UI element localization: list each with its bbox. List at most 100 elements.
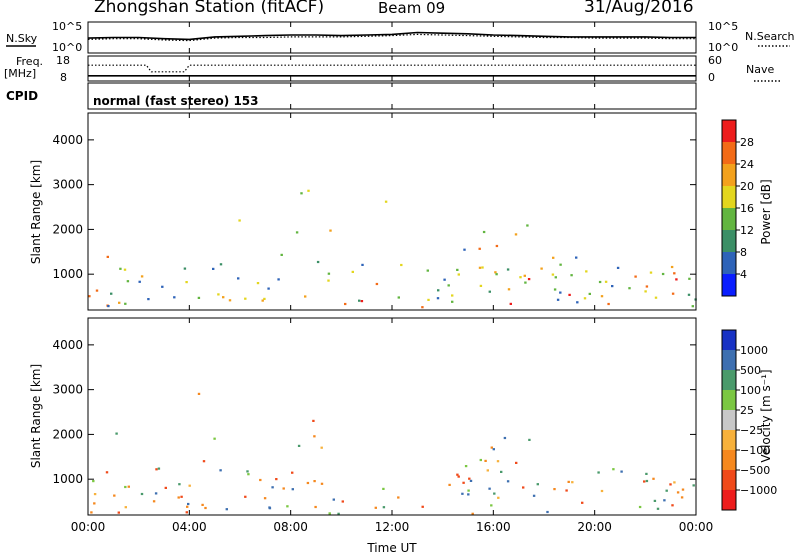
heatmap-cell [436,297,440,300]
heatmap-cell [375,282,379,286]
heatmap-cell [482,230,486,234]
colorbar-tick-label: −100 [740,444,770,457]
heatmap-cell [524,281,527,284]
heatmap-cell [107,305,110,308]
noise-right-tick-top: 10^5 [708,20,738,33]
heatmap-cell [680,496,684,499]
colorbar-tick-label: 25 [740,404,754,417]
heatmap-cell [620,470,623,473]
heatmap-cell [546,510,549,514]
heatmap-cell [471,512,474,515]
heatmap-cell [467,489,470,492]
heatmap-cell [92,480,95,483]
y-tick-label: 4000 [52,133,83,147]
heatmap-cell [479,458,482,462]
colorbar-tick-label: −1000 [740,484,777,497]
heatmap-cell [300,192,303,195]
heatmap-cell [495,244,499,248]
heatmap-cell [663,499,666,502]
heatmap-cell [124,302,127,305]
heatmap-cell [607,302,610,306]
colorbar-tick-label: 28 [740,136,754,149]
noise-right-tick-bottom: 10^0 [708,41,738,54]
heatmap-cell [118,301,121,304]
heatmap-cell [576,301,579,304]
heatmap-cell [228,299,232,302]
heatmap-cell [628,287,631,290]
heatmap-cell [612,468,615,471]
heatmap-cell [304,295,307,298]
series-line-noise-0 [87,31,696,41]
velocity-colorbar-label: Velocity [m s⁻¹] [759,369,773,462]
heatmap-cell [490,504,493,507]
time-axis: 00:00 04:00 08:00 12:00 16:00 20:00 00:00 [71,22,713,534]
power-heatmap [88,189,697,309]
heatmap-cell [661,272,665,276]
heatmap-cell [469,479,473,482]
heatmap-cell [275,478,278,481]
y-tick-label: 1000 [52,472,83,486]
heatmap-cell [185,511,188,514]
y-tick-label: 3000 [52,383,83,397]
heatmap-cell [652,477,655,480]
y-tick-label: 2000 [52,427,83,441]
velocity-heatmap [90,392,695,515]
y-tick-label: 4000 [52,338,83,352]
heatmap-cell [271,486,274,489]
heatmap-cell [552,256,555,259]
heatmap-cell [676,491,680,494]
freq-tick-bottom: 8 [60,71,67,84]
heatmap-cell [105,471,109,474]
heatmap-cell [462,481,465,484]
heatmap-cell [222,296,225,299]
heatmap-cell [451,294,454,297]
heatmap-cell [306,481,310,485]
heatmap-cell [217,293,220,296]
colorbar-swatch [722,164,736,187]
heatmap-cell [219,263,223,266]
heatmap-cell [488,290,491,293]
heatmap-cell [495,273,498,276]
heatmap-cell [448,483,451,486]
noise-right-label: N.Search [745,30,795,43]
heatmap-cell [400,263,403,267]
heatmap-cell [124,485,127,489]
heatmap-cell [263,497,267,500]
time-axis-label: Time UT [366,541,417,554]
colorbar-swatch [722,120,736,143]
heatmap-cell [291,488,294,491]
heatmap-cell [669,483,672,486]
heatmap-cell [110,292,113,295]
heatmap-cell [488,487,491,490]
heatmap-cell [484,459,487,462]
heatmap-cell [374,506,377,509]
series-line-freq-1 [88,64,696,73]
heatmap-cell [246,470,249,473]
heatmap-cell [645,479,649,483]
heatmap-cell [173,296,176,299]
heatmap-cell [297,444,301,447]
heatmap-cell [213,437,216,440]
heatmap-cell [155,468,158,471]
heatmap-cell [329,229,332,232]
heatmap-cell [443,278,446,281]
heatmap-cell [140,492,144,496]
colorbar-tick-label: 20 [740,180,754,193]
heatmap-cell [463,248,466,251]
heatmap-cell [567,480,570,483]
heatmap-cell [503,436,507,440]
heatmap-cell [447,284,450,287]
heatmap-cell [506,268,510,271]
colorbar-swatch [722,470,736,491]
heatmap-cell [671,292,675,295]
nave-tick-bottom: 0 [708,71,715,84]
heatmap-cell [467,493,470,496]
heatmap-cell [124,506,127,509]
colorbar-tick-label: 24 [740,158,754,171]
colorbar-swatch [722,142,736,165]
heatmap-cell [421,505,424,508]
power-colorbar-label: Power [dB] [759,179,773,244]
colorbar-swatch [722,274,736,297]
colorbar-frame [721,329,737,511]
